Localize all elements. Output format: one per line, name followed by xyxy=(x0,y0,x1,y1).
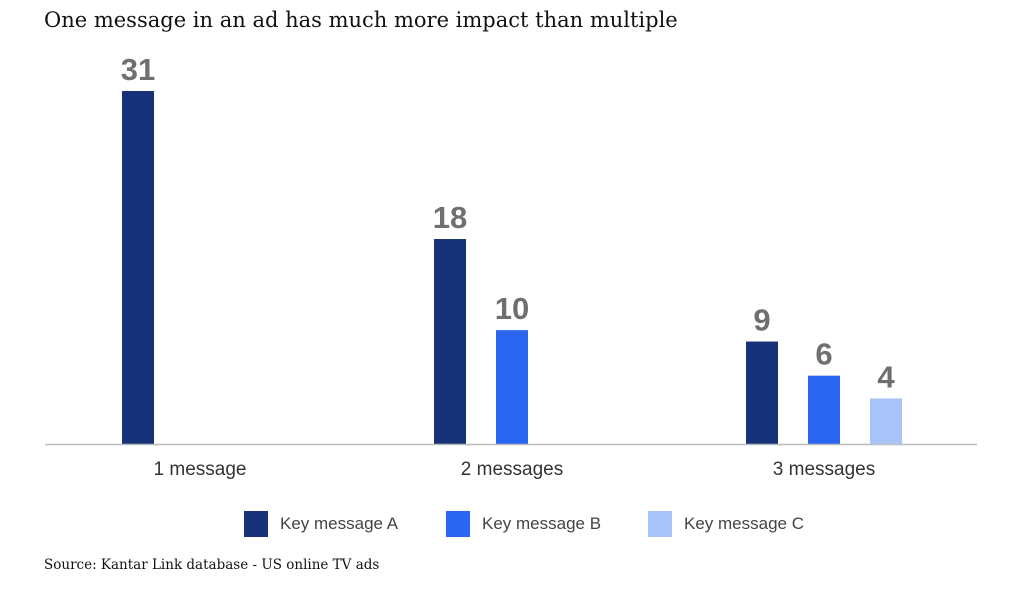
data-label-1-series-a: 31 xyxy=(121,52,155,87)
x-tick-label-2: 2 messages xyxy=(461,459,563,480)
legend-label-a: Key message A xyxy=(280,514,399,533)
chart-title: One message in an ad has much more impac… xyxy=(44,8,678,32)
bar-3-series-b xyxy=(808,375,840,444)
legend-label-b: Key message B xyxy=(482,514,602,533)
bar-3-series-a xyxy=(746,341,778,444)
bar-2-series-b xyxy=(496,330,528,444)
data-label-3-series-a: 9 xyxy=(753,303,770,338)
bar-1-series-a xyxy=(122,91,154,444)
x-tick-label-3: 3 messages xyxy=(773,459,875,480)
data-label-3-series-b: 6 xyxy=(815,337,832,372)
bar-2-series-a xyxy=(434,239,466,444)
legend-item-key-message-b: Key message B xyxy=(446,510,601,538)
source-note: Source: Kantar Link database - US online… xyxy=(44,557,380,573)
legend-swatch-c xyxy=(648,511,672,537)
x-tick-label-1: 1 message xyxy=(154,459,247,480)
legend-label-c: Key message C xyxy=(684,514,804,533)
chart-legend: Key message A Key message B Key message … xyxy=(0,510,1024,538)
legend-swatch-b xyxy=(446,511,470,537)
data-label-2-series-b: 10 xyxy=(495,291,529,326)
legend-item-key-message-c: Key message C xyxy=(648,510,804,538)
data-label-2-series-a: 18 xyxy=(433,200,467,235)
legend-swatch-a xyxy=(244,511,268,537)
data-label-3-series-c: 4 xyxy=(877,359,895,394)
legend-item-key-message-a: Key message A xyxy=(244,510,398,538)
bar-3-series-c xyxy=(870,398,902,444)
